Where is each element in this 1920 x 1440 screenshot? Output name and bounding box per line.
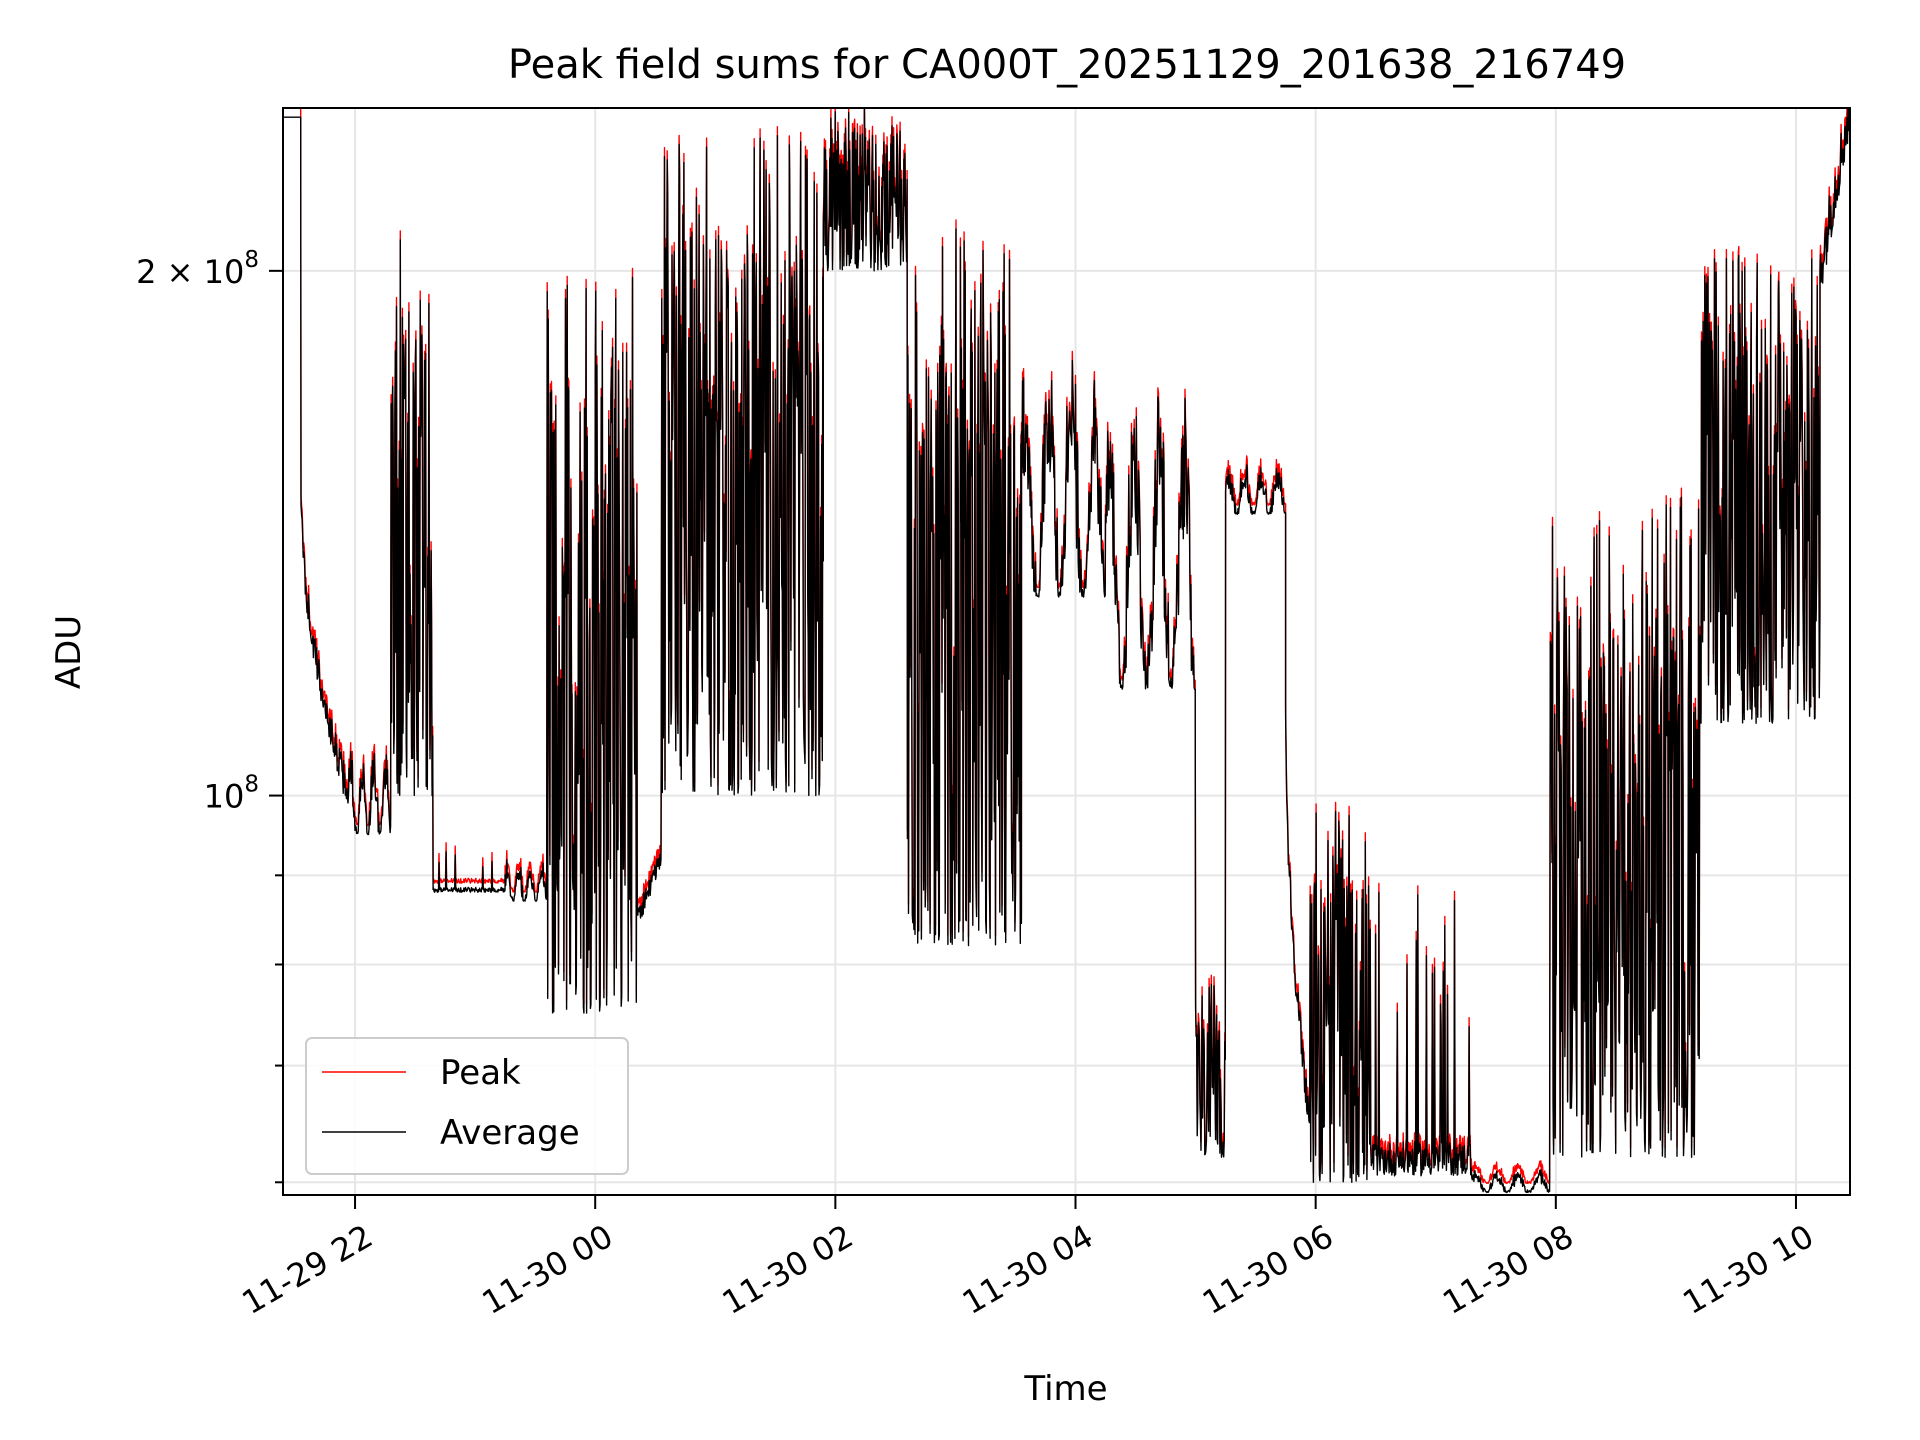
legend-average-label: Average [440, 1113, 580, 1153]
legend-peak-label: Peak [440, 1053, 521, 1093]
plot-area [283, 108, 1850, 1194]
y-tick-label: 2 × 108 [136, 247, 259, 291]
y-tick-label: 108 [204, 772, 259, 816]
series-average-line [283, 108, 1850, 1194]
y-axis-title: ADU [49, 615, 89, 689]
series-layer [283, 108, 1850, 1194]
chart-title: Peak field sums for CA000T_20251129_2016… [508, 42, 1626, 88]
legend: Peak Average [305, 1037, 629, 1175]
plot-frame [282, 107, 1851, 1196]
x-axis-title: Time [1023, 1369, 1107, 1409]
y-axis: 108 2 × 108 [136, 247, 283, 1184]
